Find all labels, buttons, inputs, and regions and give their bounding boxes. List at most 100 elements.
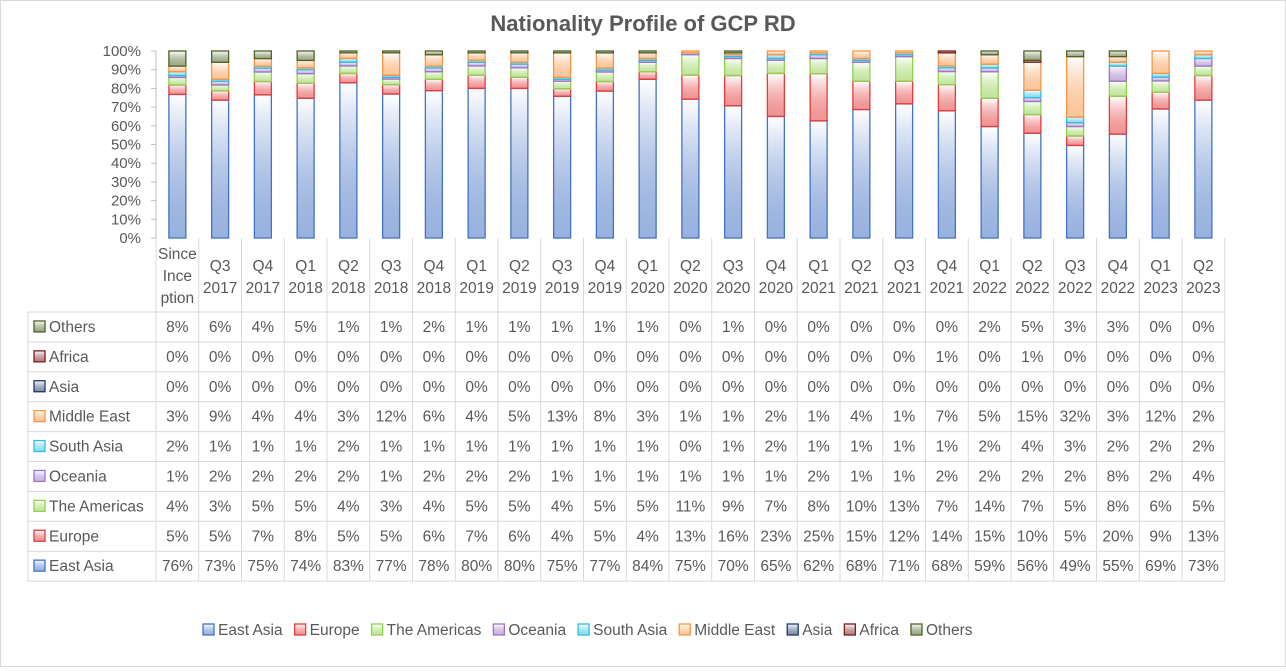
table-cell: 0% xyxy=(209,379,232,396)
bar-segment xyxy=(467,50,486,54)
bar-segment xyxy=(467,87,486,239)
table-cell: 0% xyxy=(1192,379,1215,396)
table-cell: 0% xyxy=(636,349,659,366)
table-cell: 0% xyxy=(1149,379,1172,396)
bar-segment xyxy=(552,88,572,97)
bar-segment xyxy=(210,50,230,63)
table-cell: 2% xyxy=(294,468,317,485)
table-cell: 84% xyxy=(632,558,663,575)
bar-segment xyxy=(1108,95,1128,135)
table-legend-key xyxy=(33,380,46,393)
bar-segment xyxy=(723,50,743,54)
table-cell: 5% xyxy=(380,528,403,545)
table-cell: 13% xyxy=(1188,528,1219,545)
table-cell: 2% xyxy=(166,439,189,456)
table-cell: 77% xyxy=(589,558,620,575)
category-label: Q3 2020 xyxy=(716,258,751,297)
table-legend-key xyxy=(33,409,46,423)
bar-segment xyxy=(1151,50,1170,75)
table-cell: 5% xyxy=(465,498,488,515)
table-cell: 2% xyxy=(807,468,830,485)
table-cell: 0% xyxy=(551,379,574,396)
table-cell: 3% xyxy=(1064,439,1087,456)
category-label: Q1 2022 xyxy=(972,258,1006,297)
bar-segment xyxy=(809,50,828,54)
table-cell: 0% xyxy=(423,349,446,366)
table-cell: 78% xyxy=(418,558,449,575)
category-label: Q1 2019 xyxy=(459,258,493,297)
bar-segment xyxy=(595,50,615,54)
table-cell: 73% xyxy=(1188,558,1219,575)
table-cell: 1% xyxy=(765,468,788,485)
bar-segment xyxy=(296,82,315,99)
table-cell: 4% xyxy=(252,409,275,426)
table-cell: 1% xyxy=(679,409,702,426)
bar-segment xyxy=(638,52,657,60)
bar-segment xyxy=(1065,135,1085,147)
bars xyxy=(168,50,1213,239)
bar-segment xyxy=(1108,50,1128,58)
table-cell: 0% xyxy=(893,349,916,366)
table-cell: 5% xyxy=(1192,498,1215,515)
bar-segment xyxy=(339,52,358,60)
bar-segment xyxy=(1194,74,1213,101)
bar-segment xyxy=(1194,99,1213,239)
table-legend-key xyxy=(33,439,46,453)
table-cell: 0% xyxy=(1149,349,1172,366)
bar-segment xyxy=(552,50,572,54)
table-cell: 7% xyxy=(936,498,959,515)
table-cell: 4% xyxy=(252,319,275,336)
bar-segment xyxy=(381,50,401,54)
table-cell: 56% xyxy=(1017,558,1048,575)
table-cell: 0% xyxy=(594,379,617,396)
bar-segment xyxy=(1023,132,1042,239)
bar-segment xyxy=(424,71,444,80)
table-cell: 73% xyxy=(205,558,236,575)
table-cell: 0% xyxy=(337,379,360,396)
table-cell: 1% xyxy=(551,319,574,336)
table-cell: 4% xyxy=(294,409,317,426)
legend-key xyxy=(910,623,923,636)
table-cell: 1% xyxy=(337,319,360,336)
table-cell: 2% xyxy=(337,439,360,456)
table-cell: 5% xyxy=(978,409,1001,426)
table-cell: 0% xyxy=(936,379,959,396)
table-cell: 0% xyxy=(1064,379,1087,396)
table-cell: 1% xyxy=(1021,349,1044,366)
table-cell: 1% xyxy=(893,468,916,485)
bar-segment xyxy=(552,52,572,79)
table-cell: 2% xyxy=(1021,468,1044,485)
bar-segment xyxy=(210,61,230,80)
bar-segment xyxy=(638,50,657,54)
bar-segment xyxy=(1023,50,1042,61)
table-cell: 1% xyxy=(508,439,531,456)
table-cell: 68% xyxy=(846,558,877,575)
bar-segment xyxy=(552,80,572,90)
bar-segment xyxy=(510,52,529,63)
table-cell: 1% xyxy=(807,439,830,456)
bar-segment xyxy=(168,93,187,239)
bar-segment xyxy=(253,94,273,239)
table-cell: 1% xyxy=(722,468,745,485)
table-cell: 6% xyxy=(1149,498,1172,515)
legend-label: Others xyxy=(926,622,973,639)
table-cell: 7% xyxy=(936,409,959,426)
table-cell: 0% xyxy=(594,349,617,366)
table-cell: 1% xyxy=(636,439,659,456)
bar-segment xyxy=(937,52,957,67)
table-cell: 76% xyxy=(162,558,193,575)
table-cell: 0% xyxy=(465,379,488,396)
table-cell: 65% xyxy=(760,558,791,575)
bar-segment xyxy=(510,76,529,90)
table-cell: 77% xyxy=(376,558,407,575)
table-cell: 3% xyxy=(1064,319,1087,336)
category-label: Q2 2021 xyxy=(844,258,878,297)
y-tick-label: 20% xyxy=(111,193,141,210)
table-cell: 2% xyxy=(978,319,1001,336)
table-cell: 0% xyxy=(294,379,317,396)
table-cell: 0% xyxy=(1192,349,1215,366)
category-label: Since Ince ption xyxy=(158,246,197,307)
table-cell: 1% xyxy=(594,319,617,336)
bar-segment xyxy=(467,65,486,76)
table-cell: 1% xyxy=(423,439,446,456)
